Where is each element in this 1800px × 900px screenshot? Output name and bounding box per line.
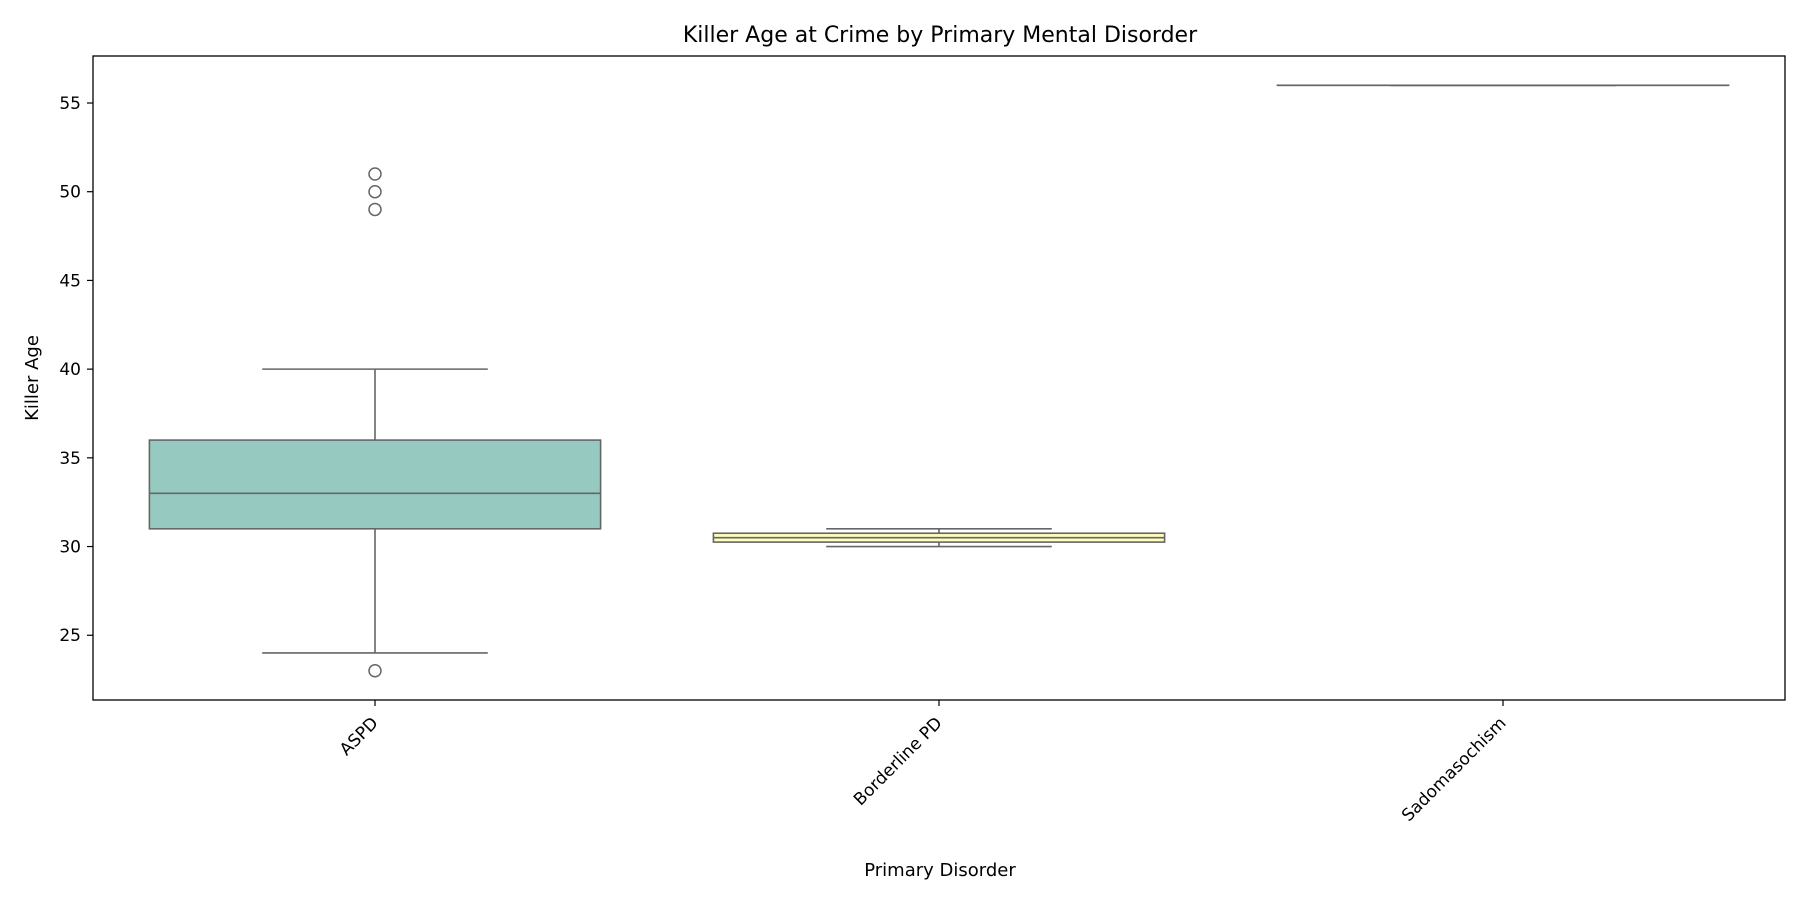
- y-tick-label: 50: [59, 183, 81, 203]
- outlier-point: [368, 167, 382, 181]
- y-tick-label: 40: [59, 360, 81, 380]
- box-group-0: [148, 167, 602, 678]
- outlier-point: [368, 663, 382, 678]
- y-tick-label: 25: [59, 626, 81, 646]
- x-axis-label: Primary Disorder: [864, 860, 1016, 881]
- y-tick-label: 55: [59, 94, 81, 114]
- box-group-1: [712, 527, 1166, 548]
- chart-title: Killer Age at Crime by Primary Mental Di…: [683, 23, 1198, 48]
- y-tick-label: 35: [59, 449, 81, 469]
- y-tick-label: 45: [59, 271, 81, 291]
- y-axis-ticks: 25 30 35 40 45 50 55: [59, 94, 93, 646]
- boxes-layer: [148, 84, 1730, 678]
- outlier-point: [368, 202, 382, 217]
- outlier-point: [368, 184, 382, 199]
- y-tick-label: 30: [59, 538, 81, 558]
- box-iqr: [148, 439, 602, 530]
- plot-area-frame: [92, 55, 1786, 701]
- y-axis-label: Killer Age: [22, 335, 43, 421]
